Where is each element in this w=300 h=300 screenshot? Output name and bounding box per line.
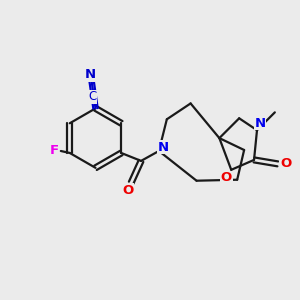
Text: O: O xyxy=(123,184,134,197)
Text: N: N xyxy=(85,68,96,81)
Text: O: O xyxy=(280,158,291,170)
Text: N: N xyxy=(157,140,168,154)
Text: F: F xyxy=(50,145,58,158)
Text: N: N xyxy=(254,117,266,130)
Text: C: C xyxy=(88,90,97,104)
Text: O: O xyxy=(221,171,232,184)
